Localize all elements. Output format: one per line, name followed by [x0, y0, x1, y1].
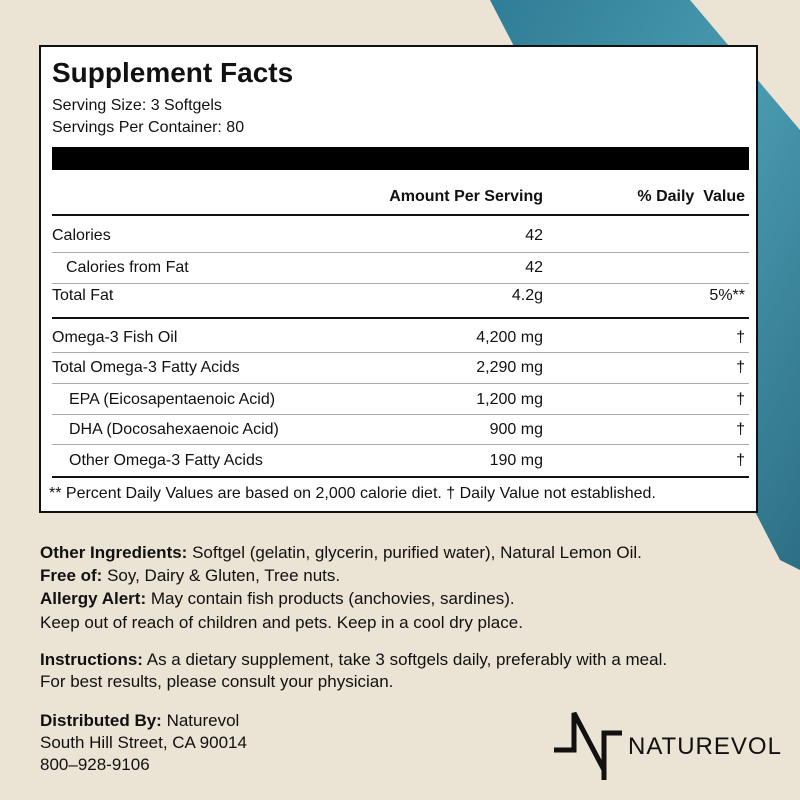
- text: As a dietary supplement, take 3 softgels…: [142, 650, 668, 669]
- text: Naturevol: [161, 711, 240, 730]
- row-name: Omega-3 Fish Oil: [52, 329, 178, 346]
- label: Allergy Alert:: [40, 589, 147, 608]
- row-name: Other Omega-3 Fatty Acids: [69, 452, 263, 469]
- rule: [52, 352, 749, 353]
- row-name: EPA (Eicosapentaenoic Acid): [69, 391, 276, 408]
- row-amount: 1,200 mg: [476, 391, 543, 408]
- rule: [52, 383, 749, 384]
- row-name: Total Fat: [52, 287, 114, 304]
- row-dv: 5%**: [709, 287, 745, 304]
- row-amount: 42: [525, 259, 543, 276]
- text: Soy, Dairy & Gluten, Tree nuts.: [102, 566, 341, 585]
- rule: [52, 317, 749, 319]
- row-dv: †: [736, 391, 745, 408]
- other-ingredients: Other Ingredients: Softgel (gelatin, gly…: [40, 543, 642, 563]
- storage: Keep out of reach of children and pets. …: [40, 613, 523, 632]
- logo-mark: [554, 711, 622, 780]
- rule: [52, 476, 749, 478]
- address: South Hill Street, CA 90014: [40, 733, 247, 752]
- serving-size: Serving Size: 3 Softgels: [52, 97, 222, 114]
- row-amount: 190 mg: [489, 452, 543, 469]
- row-dv: †: [736, 452, 745, 469]
- facts-panel: Supplement Facts Serving Size: 3 Softgel…: [39, 45, 758, 513]
- rule: [52, 414, 749, 415]
- allergy: Allergy Alert: May contain fish products…: [40, 589, 515, 609]
- row-name: DHA (Docosahexaenoic Acid): [69, 421, 279, 438]
- row-name: Calories: [52, 227, 111, 244]
- logo-text: NATUREVOL: [628, 733, 782, 760]
- black-bar: [52, 147, 749, 170]
- row-name: Total Omega-3 Fatty Acids: [52, 359, 240, 376]
- rule: [52, 214, 749, 216]
- row-dv: †: [736, 359, 745, 376]
- rule: [52, 252, 749, 253]
- label: Distributed By:: [40, 711, 162, 730]
- phone: 800–928-9106: [40, 755, 150, 774]
- row-name: Calories from Fat: [66, 259, 189, 276]
- label: Instructions:: [40, 650, 143, 669]
- text: Softgel (gelatin, glycerin, purified wat…: [187, 543, 642, 562]
- rule: [52, 283, 749, 284]
- instructions-2: For best results, please consult your ph…: [40, 672, 394, 691]
- rule: [52, 444, 749, 445]
- instructions: Instructions: As a dietary supplement, t…: [40, 650, 667, 670]
- servings: Servings Per Container: 80: [52, 119, 245, 136]
- row-dv: †: [736, 329, 745, 346]
- distributor: Distributed By: Naturevol: [40, 711, 239, 731]
- label: Other Ingredients:: [40, 543, 188, 562]
- text: May contain fish products (anchovies, sa…: [146, 589, 515, 608]
- row-amount: 4.2g: [511, 287, 543, 304]
- amount-header: Amount Per Serving: [389, 188, 543, 205]
- row-amount: 4,200 mg: [476, 329, 543, 346]
- footnote: ** Percent Daily Values are based on 2,0…: [49, 485, 656, 502]
- row-amount: 900 mg: [489, 421, 543, 438]
- row-dv: †: [736, 421, 745, 438]
- row-amount: 2,290 mg: [476, 359, 543, 376]
- label: Free of:: [40, 566, 103, 585]
- free-of: Free of: Soy, Dairy & Gluten, Tree nuts.: [40, 566, 340, 586]
- title: Supplement Facts: [52, 57, 294, 88]
- dv-header: % Daily Value: [637, 188, 745, 205]
- row-amount: 42: [525, 227, 543, 244]
